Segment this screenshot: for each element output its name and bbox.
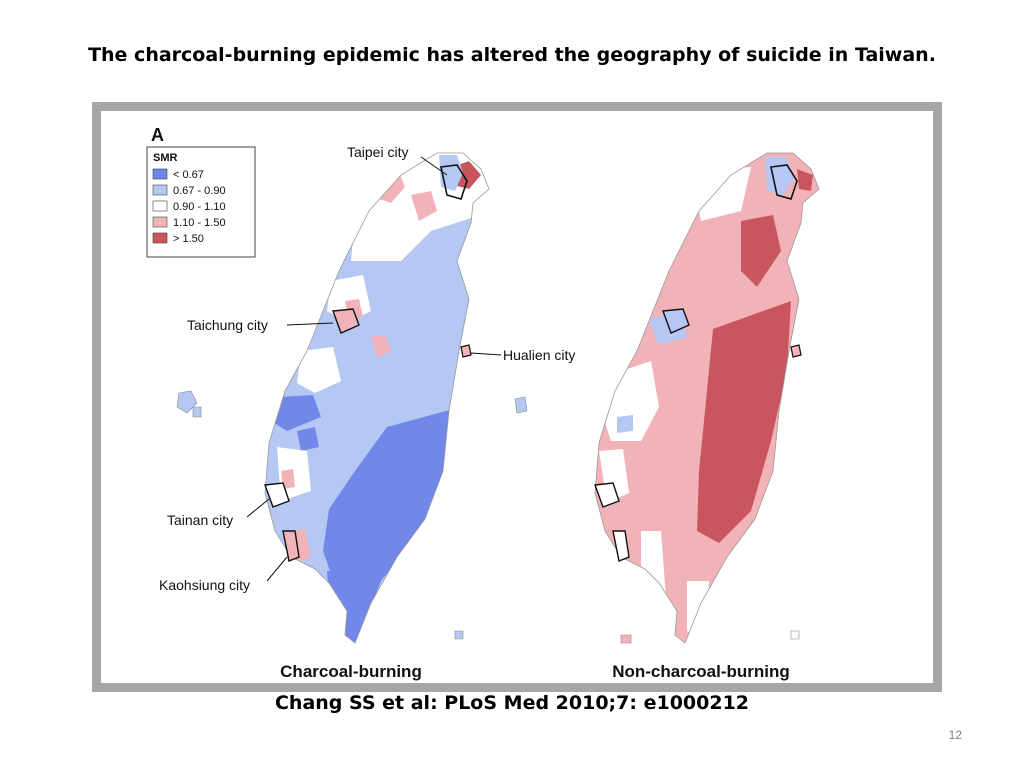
charcoal-burning-map [176, 152, 528, 644]
smr-legend: A SMR < 0.67 0.67 - 0.90 0.90 - 1.10 1.1… [146, 125, 256, 258]
legend-label-1: < 0.67 [173, 169, 204, 181]
citation: Chang SS et al: PLoS Med 2010;7: e100021… [274, 692, 750, 714]
legend-swatch-4 [152, 216, 168, 228]
legend-swatch-5 [152, 232, 168, 244]
taipei-city-label: Taipei city [347, 144, 408, 160]
legend-label-5: > 1.50 [173, 233, 204, 245]
slide-title: The charcoal-burning epidemic has altere… [88, 44, 936, 66]
legend-swatch-1 [152, 168, 168, 180]
map-figure: A SMR < 0.67 0.67 - 0.90 0.90 - 1.10 1.1… [146, 125, 820, 681]
charcoal-burning-caption: Charcoal-burning [280, 662, 422, 681]
legend-swatch-3 [152, 200, 168, 212]
non-charcoal-burning-map [594, 152, 820, 644]
kaohsiung-city-label: Kaohsiung city [159, 577, 250, 593]
hualien-city-label: Hualien city [503, 347, 575, 363]
non-charcoal-burning-caption: Non-charcoal-burning [612, 662, 790, 681]
slide-number: 12 [948, 728, 962, 742]
city-labels: Taipei city Taichung city Hualien city T… [159, 144, 575, 593]
legend-label-3: 0.90 - 1.10 [173, 201, 226, 213]
tainan-city-label: Tainan city [167, 512, 233, 528]
legend-swatch-2 [152, 184, 168, 196]
legend-label-2: 0.67 - 0.90 [173, 185, 226, 197]
legend-label-4: 1.10 - 1.50 [173, 217, 226, 229]
figure-frame: A SMR < 0.67 0.67 - 0.90 0.90 - 1.10 1.1… [92, 102, 942, 692]
panel-letter: A [151, 125, 164, 145]
taichung-city-label: Taichung city [187, 317, 268, 333]
legend-title: SMR [153, 152, 178, 164]
